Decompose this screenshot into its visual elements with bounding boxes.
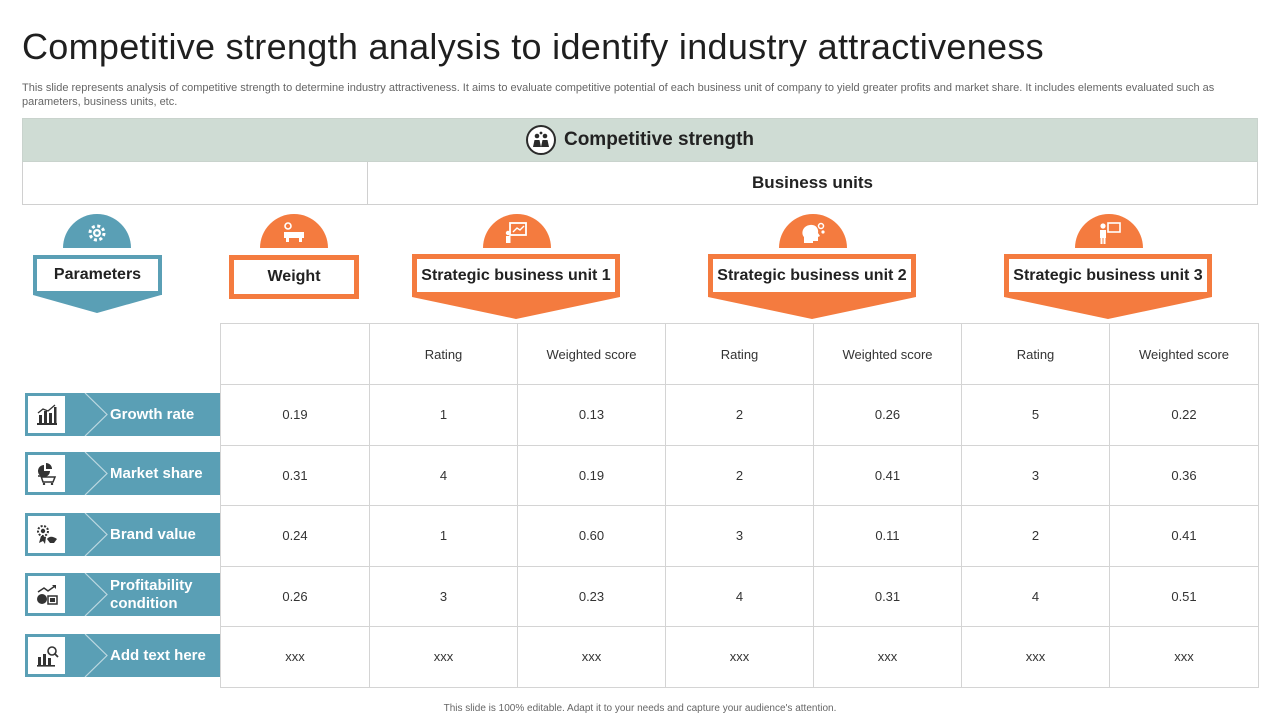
table-cell: 0.19 [517,444,666,506]
column-header: Weighted score [517,323,666,385]
sbu-3-header: Strategic business unit 3 [1004,254,1212,297]
table-cell: 0.11 [813,505,962,567]
sbu-1-header: Strategic business unit 1 [412,254,620,297]
table-header-row: Rating Weighted score Rating Weighted sc… [220,323,1259,385]
table-cell: 0.22 [1109,384,1259,446]
parameters-pointer [33,295,161,313]
param-label: Profitability condition [110,576,193,612]
chart-magnifier-icon [28,637,65,674]
sbu-2-label: Strategic business unit 2 [713,259,911,292]
param-label: Brand value [110,525,196,543]
table-cell: 0.51 [1109,565,1259,627]
column-header: Weighted score [1109,323,1259,385]
table-cell: 0.31 [813,565,962,627]
column-header: Rating [665,323,814,385]
sbu-3-pointer [1004,297,1212,319]
param-profitability-condition: Profitability condition [25,573,220,616]
head-gears-icon [779,214,847,248]
sbu-3-label: Strategic business unit 3 [1009,259,1207,292]
sbu-2-header: Strategic business unit 2 [708,254,916,297]
table-cell: 3 [369,565,518,627]
table-cell: xxx [961,626,1110,688]
pie-cart-icon [28,455,65,492]
parameters-label: Parameters [37,259,158,291]
business-units-row: Business units [22,162,1258,205]
chevron-right-icon [84,393,108,436]
table-cell: 2 [665,444,814,506]
table-cell: xxx [813,626,962,688]
column-header: Rating [369,323,518,385]
chevron-right-icon [84,573,108,616]
table-cell: 5 [961,384,1110,446]
param-brand-value: Brand value [25,513,220,556]
money-growth-icon [28,576,65,613]
gear-settings-icon [63,214,131,248]
table-cell: 0.60 [517,505,666,567]
table-cell: 4 [369,444,518,506]
table-cell: xxx [220,626,370,688]
table-cell: 0.26 [813,384,962,446]
band-title: Competitive strength [563,129,755,150]
param-label: Growth rate [110,405,195,423]
table-cell: xxx [369,626,518,688]
chevron-right-icon [84,513,108,556]
slide-subtitle: This slide represents analysis of compet… [22,82,1215,108]
table-cell: 0.41 [813,444,962,506]
table-cell: 0.24 [220,505,370,567]
table-row: 0.26 3 0.23 4 0.31 4 0.51 [220,565,1259,627]
table-row: xxx xxx xxx xxx xxx xxx xxx [220,626,1259,688]
sbu-1-pointer [412,297,620,319]
businessman-board-icon [1075,214,1143,248]
table-cell: 0.41 [1109,505,1259,567]
sbu-2-pointer [708,297,916,319]
weight-label: Weight [234,260,354,294]
weighing-scale-icon [260,214,328,248]
column-header: Weighted score [813,323,962,385]
param-market-share: Market share [25,452,220,495]
table-cell: 0.19 [220,384,370,446]
table-cell: 2 [961,505,1110,567]
table-row: 0.19 1 0.13 2 0.26 5 0.22 [220,384,1259,446]
table-row: 0.31 4 0.19 2 0.41 3 0.36 [220,444,1259,506]
business-units-label: Business units [752,173,873,192]
param-growth-rate: Growth rate [25,393,220,436]
column-header [220,323,370,385]
param-add-text-here: Add text here [25,634,220,677]
competitive-strength-table: Rating Weighted score Rating Weighted sc… [220,323,1259,688]
table-cell: 4 [961,565,1110,627]
table-cell: 3 [665,505,814,567]
param-label: Market share [110,464,203,482]
sbu-1-label: Strategic business unit 1 [417,259,615,292]
bar-chart-icon [28,396,65,433]
column-header: Rating [961,323,1110,385]
table-row: 0.24 1 0.60 3 0.11 2 0.41 [220,505,1259,567]
table-cell: 1 [369,384,518,446]
param-label: Add text here [110,646,206,664]
table-cell: 3 [961,444,1110,506]
chevron-right-icon [84,634,108,677]
slide-title: Competitive strength analysis to identif… [22,26,1044,67]
slide-footer: This slide is 100% editable. Adapt it to… [443,703,837,714]
table-cell: 4 [665,565,814,627]
chevron-right-icon [84,452,108,495]
weight-header: Weight [229,255,359,299]
table-cell: 2 [665,384,814,446]
team-discussion-icon [525,125,556,155]
row-divider [367,162,368,204]
table-cell: xxx [1109,626,1259,688]
table-cell: 0.13 [517,384,666,446]
presentation-board-icon [483,214,551,248]
competitive-strength-band: Competitive strength [22,118,1258,162]
table-cell: 1 [369,505,518,567]
table-cell: 0.26 [220,565,370,627]
table-cell: 0.23 [517,565,666,627]
parameters-header: Parameters [33,255,162,295]
table-cell: xxx [517,626,666,688]
table-cell: 0.31 [220,444,370,506]
badge-handshake-icon [28,516,65,553]
table-cell: 0.36 [1109,444,1259,506]
table-cell: xxx [665,626,814,688]
